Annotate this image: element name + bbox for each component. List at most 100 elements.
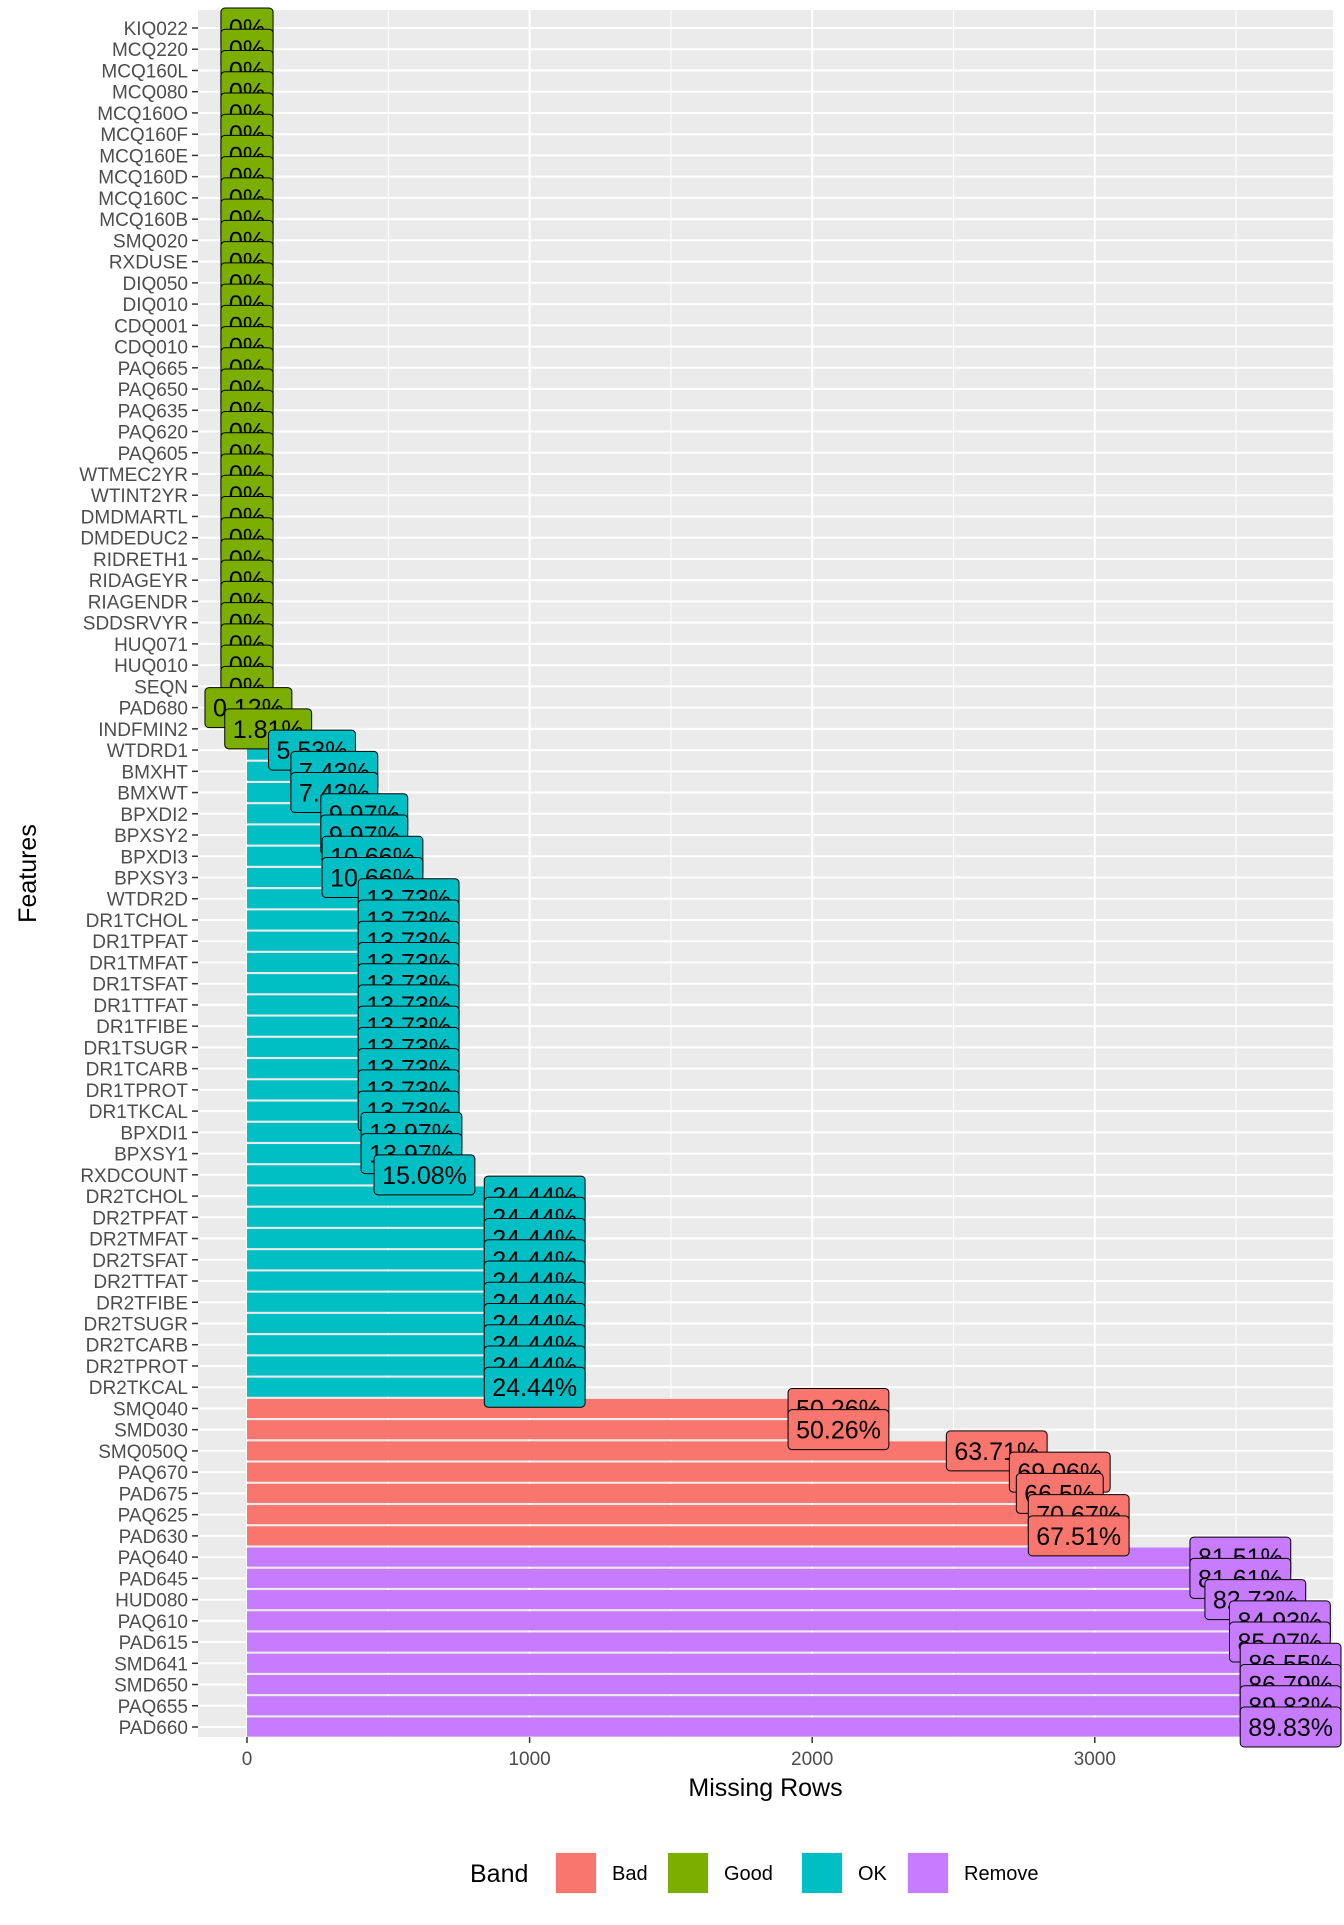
y-tick-label: BMXHT — [122, 762, 189, 783]
value-label-box — [483, 1366, 586, 1408]
y-tick-label: DR1TCHOL — [86, 911, 188, 932]
y-tick-label: PAQ625 — [118, 1506, 188, 1527]
y-tick-label: MCQ160L — [101, 61, 188, 82]
bar-paq610 — [247, 1611, 1280, 1631]
y-tick-label: RIAGENDR — [88, 592, 188, 613]
bar-dr2tcarb — [247, 1335, 535, 1355]
bar-pad675 — [247, 1483, 1060, 1503]
y-tick-label: MCQ220 — [112, 40, 188, 61]
y-tick-label: MCQ160C — [98, 189, 188, 210]
bar-dr2tsugr — [247, 1313, 535, 1334]
y-tick-label: WTMEC2YR — [79, 465, 188, 486]
y-tick-label: WTINT2YR — [91, 486, 188, 507]
legend-label-ok: OK — [858, 1863, 888, 1885]
bar-smd650 — [247, 1674, 1299, 1695]
y-tick-label: BPXSY3 — [114, 869, 188, 890]
y-tick-label: SDDSRVYR — [83, 614, 188, 635]
y-tick-label: INDFMIN2 — [98, 720, 188, 741]
y-tick-label: MCQ160D — [98, 168, 188, 189]
value-label-text: 15.08% — [382, 1162, 467, 1190]
y-tick-label: DR1TFIBE — [96, 1017, 188, 1038]
y-tick-label: BPXDI2 — [120, 805, 188, 826]
y-tick-label: DR1TTFAT — [93, 996, 188, 1017]
y-tick-label: RIDAGEYR — [89, 571, 188, 592]
value-label-pad630: 67.51% — [1027, 1515, 1130, 1557]
value-label-box — [1027, 1515, 1130, 1557]
y-tick-label: PAD645 — [119, 1569, 188, 1590]
y-tick-label: SMQ040 — [113, 1399, 188, 1420]
y-tick-label: BPXSY1 — [114, 1145, 188, 1166]
legend-label-good: Good — [724, 1863, 773, 1885]
y-tick-label: DR2TFIBE — [96, 1293, 188, 1314]
x-tick-label: 1000 — [508, 1749, 550, 1770]
y-tick-label: SMQ050Q — [98, 1442, 188, 1463]
y-tick-label: DR1TCARB — [86, 1060, 188, 1081]
legend-label-remove: Remove — [964, 1863, 1038, 1885]
bar-pad615 — [247, 1632, 1280, 1652]
y-tick-label: PAQ670 — [118, 1463, 188, 1484]
y-tick-label: DR1TSUGR — [83, 1038, 188, 1059]
value-label-smd030: 50.26% — [787, 1409, 890, 1451]
bar-paq625 — [247, 1505, 1079, 1525]
y-tick-label: DR2TMFAT — [89, 1230, 188, 1251]
y-tick-label: WTDR2D — [107, 890, 188, 911]
y-tick-label: DR1TSFAT — [92, 975, 188, 996]
value-labels: 0%0%0%0%0%0%0%0%0%0%0%0%0%0%0%0%0%0%0%0%… — [204, 7, 1342, 1748]
y-tick-label: KIQ022 — [124, 19, 188, 40]
bar-paq640 — [247, 1547, 1241, 1567]
y-tick-label: DIQ010 — [123, 295, 188, 316]
bar-smq040 — [247, 1398, 839, 1418]
y-tick-label: DR1TPFAT — [92, 932, 188, 953]
legend-key-ok — [802, 1853, 842, 1893]
y-tick-label: BPXDI3 — [120, 847, 188, 868]
x-axis-title: Missing Rows — [688, 1774, 842, 1802]
legend-key-remove — [908, 1853, 948, 1893]
y-tick-label: MCQ160B — [99, 210, 188, 231]
bar-pad630 — [247, 1526, 1079, 1546]
y-tick-label: SMD030 — [114, 1421, 188, 1442]
y-tick-label: SMQ020 — [113, 231, 188, 252]
value-label-pad660: 89.83% — [1239, 1706, 1342, 1748]
value-label-text: 50.26% — [796, 1417, 881, 1445]
y-tick-label: DIQ050 — [123, 274, 188, 295]
value-label-rxdcount: 15.08% — [373, 1154, 476, 1196]
y-tick-label: RIDRETH1 — [93, 550, 188, 571]
bar-dr2tkcal — [247, 1377, 535, 1397]
y-tick-label: DR2TCARB — [86, 1336, 188, 1357]
x-tick-label: 0 — [242, 1749, 253, 1770]
y-tick-label: DMDEDUC2 — [80, 529, 188, 550]
y-tick-label: PAQ655 — [118, 1697, 188, 1718]
value-label-text: 89.83% — [1248, 1714, 1333, 1742]
y-tick-label: PAQ610 — [118, 1612, 188, 1633]
y-axis-title: Features — [14, 824, 42, 923]
y-tick-label: BMXWT — [117, 784, 188, 805]
y-tick-label: PAQ605 — [118, 444, 188, 465]
y-tick-label: SMD650 — [114, 1676, 188, 1697]
y-tick-label: MCQ080 — [112, 83, 188, 104]
y-tick-label: PAD680 — [119, 699, 188, 720]
bar-dr2tmfat — [247, 1228, 535, 1249]
y-tick-label: BPXSY2 — [114, 826, 188, 847]
y-tick-label: CDQ001 — [114, 316, 188, 337]
y-tick-label: PAQ640 — [118, 1548, 188, 1569]
y-tick-label: PAQ665 — [118, 359, 188, 380]
y-tick-label: DR2TSFAT — [92, 1251, 188, 1272]
y-tick-label: RXDUSE — [109, 253, 188, 274]
y-tick-label: PAD630 — [119, 1527, 188, 1548]
y-tick-label: DR2TPFAT — [92, 1208, 188, 1229]
y-tick-label: HUQ010 — [114, 656, 188, 677]
value-label-text: 67.51% — [1036, 1523, 1121, 1551]
y-tick-label: DR1TPROT — [86, 1081, 189, 1102]
y-tick-label: PAD660 — [119, 1718, 188, 1739]
y-tick-label: PAQ635 — [118, 401, 188, 422]
bar-paq670 — [247, 1462, 1060, 1482]
y-tick-label: DR2TKCAL — [89, 1378, 188, 1399]
y-tick-label: BPXDI1 — [120, 1123, 188, 1144]
bar-pad645 — [247, 1568, 1241, 1588]
bar-dr2ttfat — [247, 1271, 535, 1291]
legend-key-bad — [556, 1853, 596, 1893]
value-label-box — [373, 1154, 476, 1196]
y-tick-label: PAQ650 — [118, 380, 188, 401]
